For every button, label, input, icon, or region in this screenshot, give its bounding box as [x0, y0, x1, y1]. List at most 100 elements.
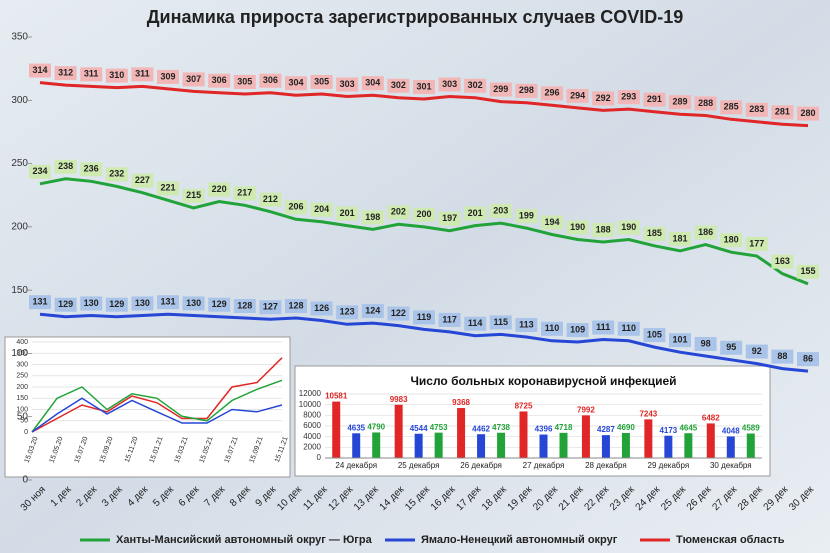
data-label-box — [336, 305, 359, 320]
data-label: 4645 — [679, 423, 697, 432]
data-label: 88 — [777, 351, 787, 361]
data-label: 202 — [391, 207, 406, 217]
data-label: 130 — [186, 298, 201, 308]
data-label: 194 — [544, 217, 559, 227]
data-label: 293 — [621, 92, 636, 102]
data-label: 129 — [109, 299, 124, 309]
data-label: 303 — [442, 79, 457, 89]
data-label: 309 — [160, 71, 175, 81]
data-label-box — [182, 72, 205, 87]
data-label-box — [182, 188, 205, 203]
bar — [706, 423, 715, 458]
data-label: 4396 — [535, 425, 553, 434]
data-label: 101 — [672, 335, 687, 345]
data-label: 190 — [570, 222, 585, 232]
data-label-box — [438, 211, 461, 226]
data-label-box — [80, 162, 103, 177]
data-label: 303 — [340, 79, 355, 89]
data-label-box — [233, 298, 256, 313]
bar — [332, 401, 341, 458]
y-tick-label: 350 — [11, 32, 28, 43]
data-label: 128 — [288, 300, 303, 310]
data-label: 122 — [391, 308, 406, 318]
data-label: 185 — [647, 228, 662, 238]
y-tick-label: 200 — [16, 384, 28, 391]
data-label: 119 — [417, 312, 432, 322]
data-label-box — [464, 78, 487, 93]
data-label: 291 — [647, 94, 662, 104]
chart-title: Динамика прироста зарегистрированных слу… — [147, 7, 684, 27]
data-label: 305 — [314, 76, 329, 86]
data-label: 306 — [263, 75, 278, 85]
data-label: 312 — [58, 67, 73, 77]
data-label-box — [694, 336, 717, 351]
bar — [644, 419, 653, 458]
data-label-box — [797, 106, 819, 121]
data-label: 4738 — [492, 423, 510, 432]
data-label: 105 — [647, 329, 662, 339]
y-tick-label: 50 — [17, 411, 29, 422]
data-label-box — [182, 296, 205, 311]
data-label-box — [285, 200, 307, 215]
data-label-box — [515, 83, 538, 98]
data-label: 9983 — [390, 395, 408, 404]
data-label-box — [592, 320, 615, 335]
data-label: 306 — [212, 75, 227, 85]
data-label-box — [566, 220, 589, 235]
data-label-box — [259, 192, 282, 207]
bar — [519, 411, 528, 458]
data-label: 110 — [545, 323, 560, 333]
data-label: 111 — [596, 322, 610, 332]
data-label: 296 — [544, 88, 559, 98]
y-tick-label: 0 — [317, 453, 322, 462]
x-tick-label: 28 декабря — [585, 461, 627, 470]
data-label: 299 — [493, 84, 508, 94]
bar — [621, 432, 630, 458]
data-label: 289 — [672, 97, 687, 107]
data-label-box — [771, 254, 794, 269]
data-label: 181 — [672, 233, 687, 243]
data-label-box — [336, 77, 359, 92]
data-label: 7243 — [639, 409, 657, 418]
data-label: 4753 — [430, 423, 448, 432]
data-label-box — [54, 159, 77, 174]
bar — [457, 408, 466, 458]
data-label-box — [361, 304, 384, 319]
y-tick-label: 100 — [16, 406, 28, 413]
data-label: 311 — [135, 69, 150, 79]
data-label: 4462 — [472, 424, 490, 433]
data-label: 221 — [160, 183, 175, 193]
data-label-box — [157, 295, 179, 310]
data-label-box — [157, 69, 179, 84]
data-label-box — [464, 206, 487, 221]
data-label: 206 — [288, 202, 303, 212]
data-label-box — [105, 297, 128, 312]
bar — [352, 433, 361, 458]
data-label-box — [29, 164, 51, 179]
y-tick-label: 8000 — [303, 410, 321, 419]
data-label-box — [105, 68, 128, 83]
data-label-box — [515, 317, 538, 332]
data-label-box — [694, 96, 717, 111]
series-line — [39, 81, 809, 128]
data-label-box — [233, 74, 256, 89]
data-label-box — [617, 321, 640, 336]
data-label-box — [745, 344, 768, 359]
bar — [726, 436, 735, 458]
data-label: 302 — [468, 80, 483, 90]
data-label: 199 — [519, 210, 534, 220]
bar — [372, 432, 381, 458]
y-tick-label: 10000 — [299, 400, 322, 409]
data-label: 9368 — [452, 398, 470, 407]
data-label-box — [208, 73, 231, 88]
data-label-box — [745, 102, 768, 117]
data-label: 310 — [109, 70, 124, 80]
data-label-box — [438, 312, 461, 327]
data-label: 305 — [237, 76, 252, 86]
data-label-box — [720, 340, 743, 355]
y-tick-label: 300 — [16, 361, 28, 368]
data-label: 4589 — [742, 424, 760, 433]
data-label-box — [387, 306, 410, 321]
data-label: 304 — [288, 78, 303, 88]
